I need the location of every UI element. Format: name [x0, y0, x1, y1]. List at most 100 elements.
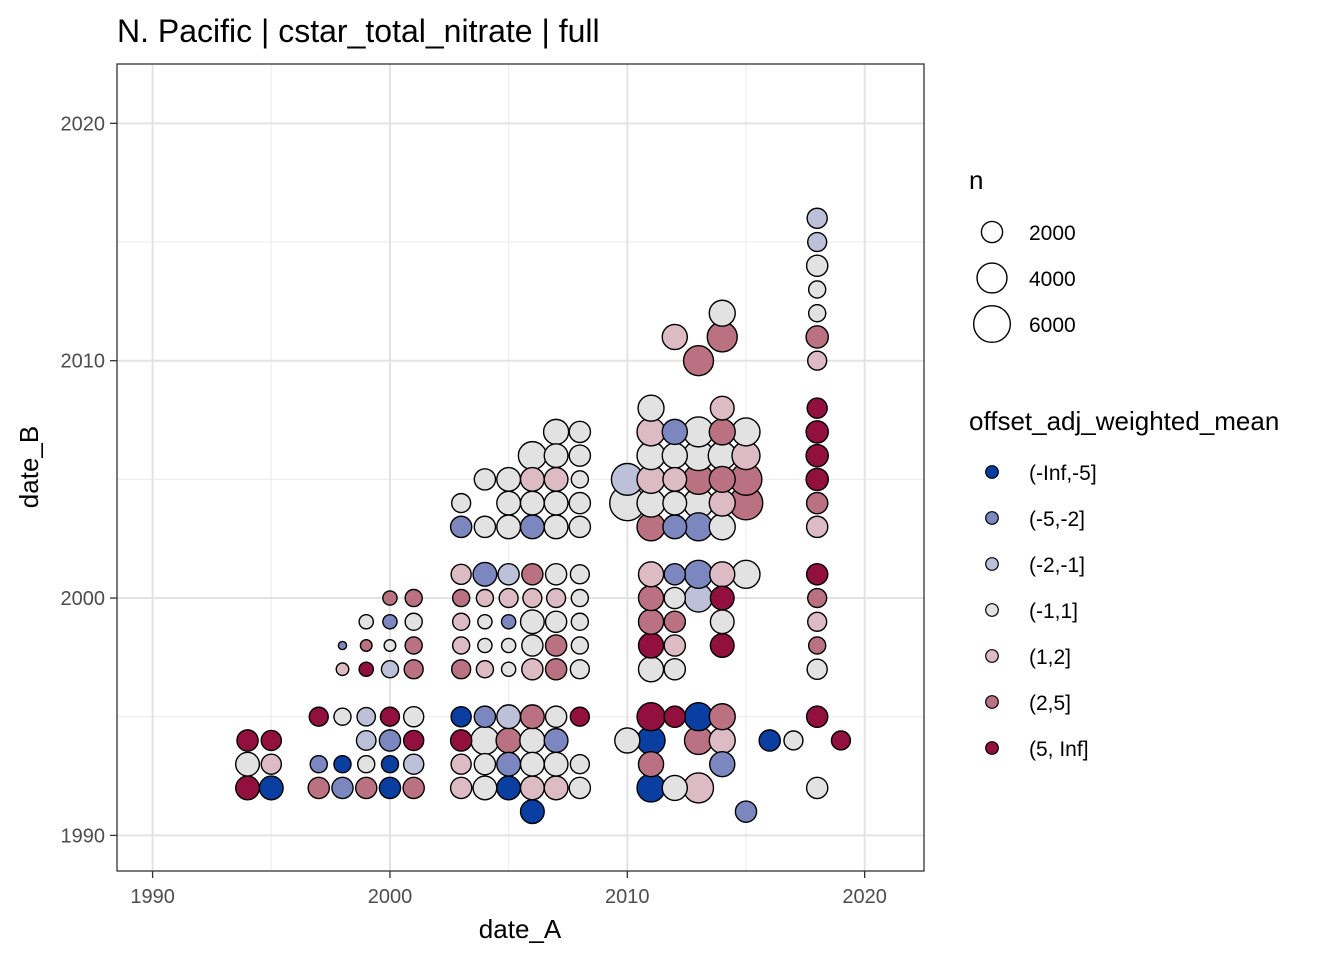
data-point: [402, 729, 425, 752]
size-legend-label: 6000: [1029, 314, 1076, 337]
data-point: [637, 656, 665, 683]
data-point: [234, 775, 261, 801]
y-tick-label: 1990: [61, 825, 106, 847]
data-point: [637, 394, 665, 422]
data-point: [234, 751, 261, 777]
data-point: [709, 609, 735, 635]
plot-border: [116, 63, 925, 872]
data-point: [519, 751, 545, 777]
data-point: [682, 772, 715, 804]
data-point: [519, 775, 545, 801]
data-point: [404, 612, 423, 632]
data-point: [404, 588, 423, 608]
data-point: [450, 705, 472, 728]
data-point: [473, 752, 497, 776]
data-point: [661, 323, 689, 351]
data-point: [517, 440, 548, 471]
data-point: [356, 706, 377, 727]
data-point: [543, 466, 569, 492]
data-point: [570, 636, 590, 655]
data-point: [568, 491, 592, 515]
data-point: [708, 418, 736, 446]
data-point: [805, 443, 829, 468]
data-point: [570, 588, 590, 608]
data-point: [450, 659, 472, 680]
data-point: [378, 729, 402, 752]
data-point: [569, 659, 591, 680]
data-point: [709, 632, 735, 659]
data-point: [662, 514, 688, 540]
data-point: [807, 587, 828, 609]
data-point: [683, 512, 714, 542]
data-point: [496, 775, 522, 801]
data-point: [708, 703, 736, 731]
data-point: [451, 612, 471, 632]
color-legend-key: [985, 603, 999, 617]
data-point: [333, 707, 352, 726]
data-point: [805, 563, 829, 586]
data-point: [544, 610, 568, 634]
data-point: [519, 490, 545, 516]
data-point: [495, 727, 522, 754]
data-point: [521, 563, 544, 586]
data-point: [569, 754, 591, 775]
data-point: [449, 515, 473, 539]
data-point: [451, 588, 471, 608]
data-point: [521, 634, 544, 657]
data-point: [708, 465, 736, 494]
data-point: [830, 730, 852, 751]
size-legend-key: [972, 304, 1012, 344]
data-point: [260, 753, 283, 775]
data-point: [805, 515, 829, 539]
data-point: [473, 468, 497, 491]
data-point: [521, 657, 544, 681]
data-point: [382, 613, 398, 630]
data-point: [497, 563, 520, 586]
color-legend-key: [985, 557, 999, 571]
data-point: [637, 561, 665, 588]
data-point: [542, 418, 570, 446]
data-point: [498, 587, 519, 609]
data-point: [519, 799, 545, 825]
data-point: [380, 660, 400, 679]
data-point: [637, 584, 665, 612]
data-point: [450, 753, 472, 775]
data-point: [807, 611, 828, 632]
y-axis: 1990 2000 2010 2020: [61, 113, 117, 847]
data-point: [708, 513, 736, 541]
color-legend-key: [985, 649, 999, 663]
data-point: [637, 750, 665, 778]
data-point: [663, 657, 687, 681]
grid: [117, 64, 924, 871]
data-point: [519, 704, 545, 730]
color-legend-label: (-1,1]: [1029, 600, 1078, 623]
data-point: [307, 776, 331, 800]
data-point: [661, 774, 689, 802]
color-legend-key: [985, 695, 999, 709]
data-point: [477, 613, 493, 630]
data-point: [380, 754, 400, 774]
data-point: [472, 561, 498, 587]
data-point: [568, 420, 592, 444]
data-point: [404, 636, 423, 655]
data-point: [805, 325, 829, 349]
data-point: [807, 280, 827, 299]
data-point: [473, 705, 497, 729]
data-point: [807, 303, 827, 323]
data-point: [519, 514, 545, 540]
data-point: [807, 636, 827, 655]
data-point: [402, 776, 425, 800]
data-point: [359, 639, 373, 653]
data-point: [545, 587, 567, 609]
data-point: [544, 563, 568, 586]
data-point: [807, 231, 828, 253]
data-point: [731, 559, 761, 590]
data-point: [543, 751, 569, 777]
data-point: [662, 466, 688, 492]
x-axis: 1990 2000 2010 2020: [130, 871, 887, 908]
data-point: [470, 725, 500, 756]
data-point: [544, 634, 568, 657]
data-point: [258, 775, 284, 801]
data-point: [450, 492, 472, 514]
data-point: [378, 776, 402, 800]
